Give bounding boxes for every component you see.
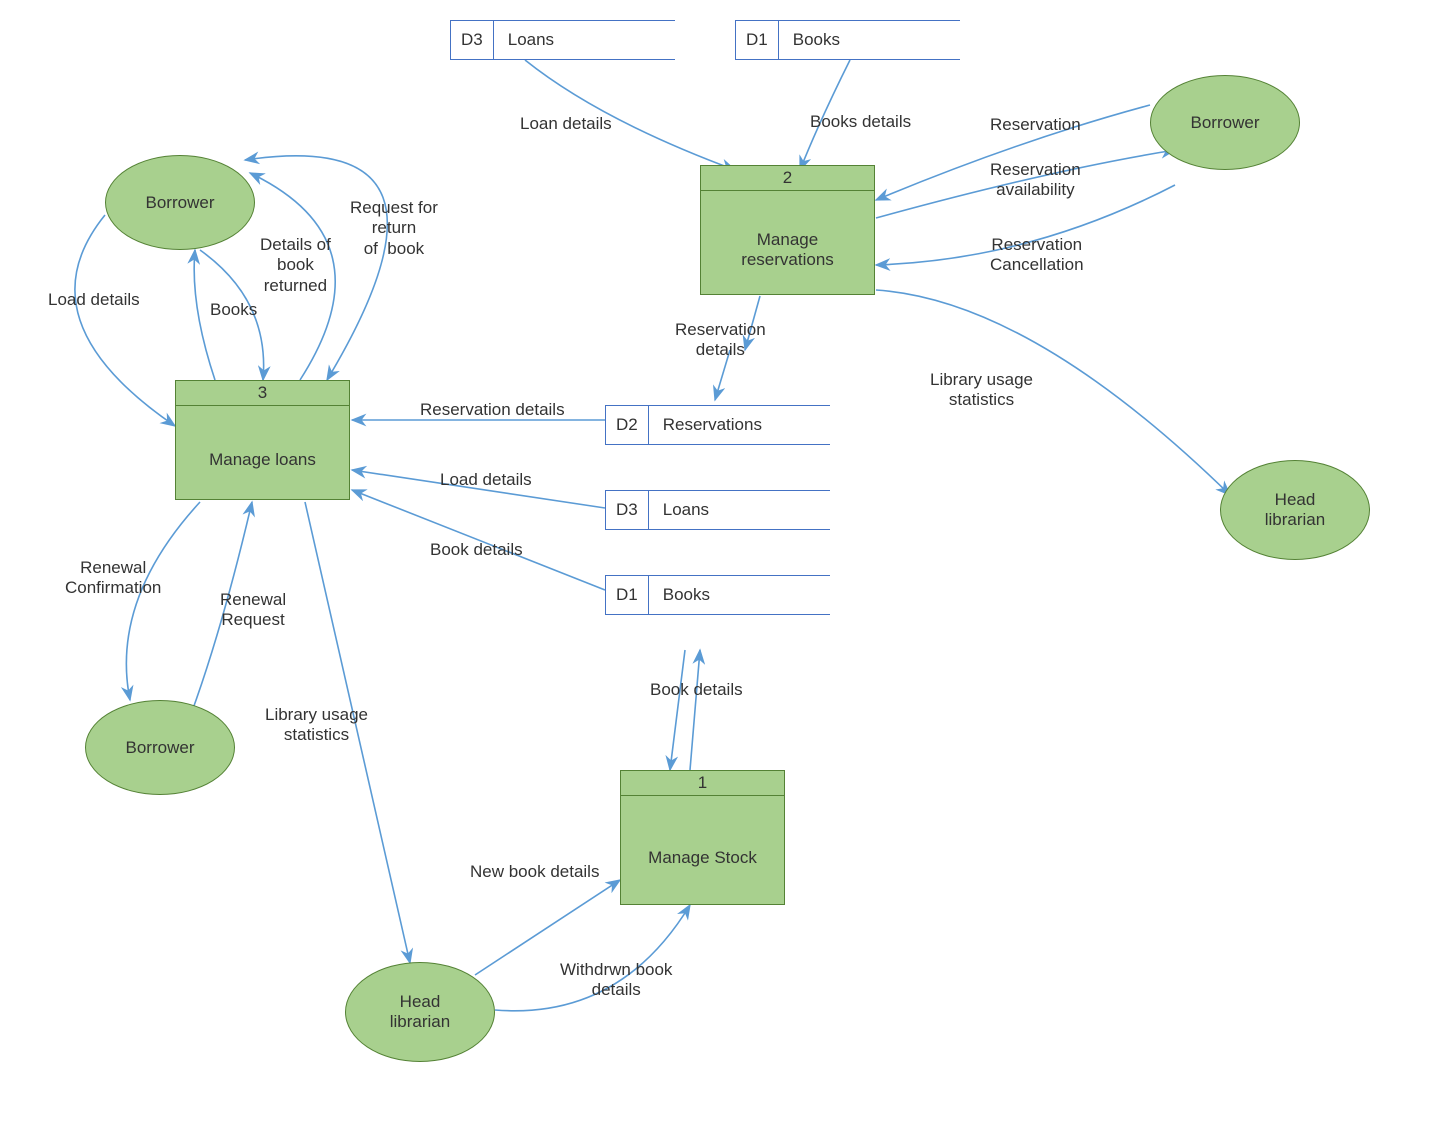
entity-head_lib_b: Head librarian: [345, 962, 495, 1062]
flow-label: Library usage statistics: [930, 370, 1033, 411]
flow-label: Load details: [440, 470, 532, 490]
flow-label: Details of book returned: [260, 235, 331, 296]
process-p2: 2Manage reservations: [700, 165, 875, 295]
flow-edge: [690, 650, 700, 770]
datastore-label: Books: [649, 576, 830, 614]
flow-label: Renewal Confirmation: [65, 558, 161, 599]
flow-label: Library usage statistics: [265, 705, 368, 746]
entity-head_lib_r: Head librarian: [1220, 460, 1370, 560]
dfd-canvas: Borrower Borrower Borrower Head librarian He…: [0, 0, 1455, 1123]
flow-label: Reservation details: [675, 320, 766, 361]
flow-label: Load details: [48, 290, 140, 310]
datastore-d3_top: D3Loans: [450, 20, 675, 60]
flow-label: Withdrwn book details: [560, 960, 672, 1001]
datastore-label: Books: [779, 21, 960, 59]
flow-label: Loan details: [520, 114, 612, 134]
flow-label: Book details: [650, 680, 743, 700]
datastore-label: Loans: [649, 491, 830, 529]
datastore-d3_mid: D3Loans: [605, 490, 830, 530]
flow-label: Reservation availability: [990, 160, 1081, 201]
flow-label: New book details: [470, 862, 599, 882]
datastore-label: Loans: [494, 21, 675, 59]
flow-label: Reservation Cancellation: [990, 235, 1084, 276]
process-p3: 3Manage loans: [175, 380, 350, 500]
process-label: Manage loans: [176, 406, 349, 514]
entity-borrower_bl: Borrower: [85, 700, 235, 795]
flow-label: Renewal Request: [220, 590, 286, 631]
flow-label: Reservation details: [420, 400, 565, 420]
process-number: 3: [176, 381, 349, 406]
datastore-d1_mid: D1Books: [605, 575, 830, 615]
datastore-d2_mid: D2Reservations: [605, 405, 830, 445]
process-number: 2: [701, 166, 874, 191]
flow-label: Books: [210, 300, 257, 320]
datastore-code: D3: [606, 491, 649, 529]
process-p1: 1Manage Stock: [620, 770, 785, 905]
process-number: 1: [621, 771, 784, 796]
datastore-d1_top: D1Books: [735, 20, 960, 60]
flow-edge: [126, 502, 200, 700]
entity-borrower_tl: Borrower: [105, 155, 255, 250]
flow-label: Book details: [430, 540, 523, 560]
flow-edge: [670, 650, 685, 770]
datastore-code: D3: [451, 21, 494, 59]
entity-borrower_tr: Borrower: [1150, 75, 1300, 170]
datastore-code: D2: [606, 406, 649, 444]
flow-label: Books details: [810, 112, 911, 132]
process-label: Manage reservations: [701, 191, 874, 309]
flow-label: Request for return of book: [350, 198, 438, 259]
datastore-label: Reservations: [649, 406, 830, 444]
process-label: Manage Stock: [621, 796, 784, 919]
datastore-code: D1: [736, 21, 779, 59]
datastore-code: D1: [606, 576, 649, 614]
flow-label: Reservation: [990, 115, 1081, 135]
